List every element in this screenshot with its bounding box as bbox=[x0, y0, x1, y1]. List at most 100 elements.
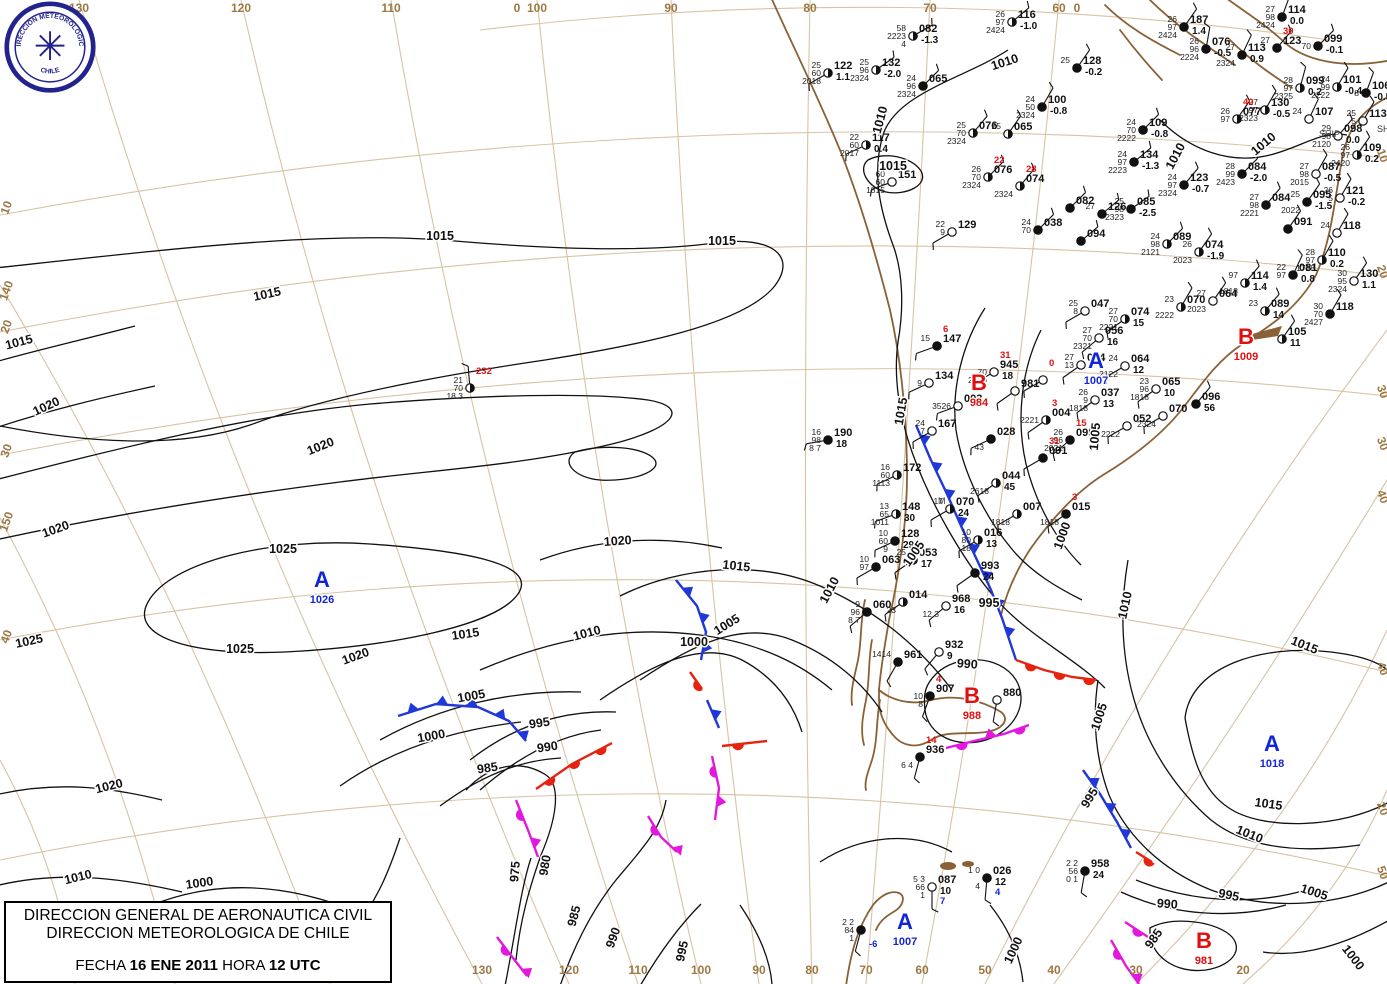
center-letter: B bbox=[971, 370, 987, 395]
warm-front bbox=[721, 739, 768, 751]
station-value: 30 bbox=[1314, 301, 1324, 311]
station-value: 25 bbox=[957, 120, 967, 130]
cloud-cover-icon bbox=[1065, 203, 1075, 213]
station-value: 23 bbox=[887, 605, 897, 615]
station-value: 97 bbox=[1341, 150, 1351, 160]
station-value: 25 bbox=[1069, 298, 1079, 308]
wind-barb-tick-icon bbox=[1255, 259, 1260, 267]
station-value: 15 bbox=[1076, 418, 1087, 429]
station-plot: 074 2324 28 bbox=[994, 162, 1045, 199]
station-value: 16 bbox=[812, 427, 822, 437]
isobar-label: 1005 bbox=[1299, 881, 1330, 903]
station-value: 2424 bbox=[986, 25, 1005, 35]
isobar-label: 1015 bbox=[879, 159, 907, 173]
graticule-edge-label: 0 bbox=[1074, 1, 1081, 15]
station-value: 2424 bbox=[1158, 30, 1177, 40]
cloud-cover-icon bbox=[1033, 225, 1043, 235]
seal-inner-ring bbox=[14, 11, 86, 83]
station-value: -0.8 bbox=[1050, 106, 1068, 117]
station-value: 66 bbox=[916, 882, 926, 892]
wind-barb-tick-icon bbox=[886, 680, 892, 688]
graticule-edge-label: 30 bbox=[0, 442, 15, 460]
station-plot: 007 1818 bbox=[991, 501, 1041, 533]
station-value: 96 bbox=[1140, 384, 1150, 394]
high-pressure-center: A 1007 bbox=[1083, 347, 1110, 389]
station-value: 0 1 bbox=[1066, 874, 1078, 884]
center-letter: A bbox=[1088, 348, 1104, 373]
station-value: 10 bbox=[940, 886, 952, 897]
wind-barb-tick-icon bbox=[1221, 276, 1227, 284]
station-value: 2022 bbox=[1281, 205, 1300, 215]
graticule-edge-label: 60 bbox=[1052, 1, 1066, 15]
station-value: 96 bbox=[1054, 435, 1064, 445]
cloud-cover-icon bbox=[927, 882, 937, 892]
station-value: 0.2 bbox=[1308, 87, 1322, 98]
station-value: 064 bbox=[1131, 353, 1150, 365]
center-pressure-value: 1007 bbox=[893, 936, 917, 948]
station-value: 087 bbox=[938, 874, 956, 886]
station-value: 0.8 bbox=[1301, 274, 1315, 285]
isobar-label: 1015 bbox=[722, 558, 751, 575]
station-value: 8 bbox=[1354, 88, 1359, 98]
wind-barb-tick-icon bbox=[1271, 84, 1277, 92]
station-value: 97 bbox=[1168, 22, 1178, 32]
wind-barb-tick-icon bbox=[977, 495, 980, 503]
station-value: 070 bbox=[1187, 294, 1205, 306]
station-value: 2221 bbox=[1020, 415, 1039, 425]
cloud-cover-icon bbox=[986, 434, 996, 444]
station-value: 114 bbox=[1251, 270, 1270, 282]
station-value: 56 bbox=[1204, 403, 1216, 414]
half-cover-icon bbox=[1357, 150, 1362, 160]
station-value: 96 bbox=[851, 607, 861, 617]
cloud-cover-icon bbox=[1076, 236, 1086, 246]
cloud-cover-icon bbox=[1076, 360, 1086, 370]
station-value: 2023 bbox=[1187, 304, 1206, 314]
station-value: 2324 bbox=[947, 136, 966, 146]
wind-barb-tick-icon bbox=[1047, 526, 1050, 534]
seal-outer-ring bbox=[4, 1, 96, 93]
wind-barb-tick-icon bbox=[1203, 22, 1211, 28]
station-value: 0.4 bbox=[874, 144, 888, 155]
station-value: 12 3 bbox=[922, 609, 939, 619]
station-value: 28 bbox=[1026, 164, 1037, 175]
misc-label: SHIP bbox=[1319, 129, 1340, 139]
cloud-cover-icon bbox=[1208, 296, 1218, 306]
station-value: 24 bbox=[958, 508, 970, 519]
isobar-label: 1010 bbox=[870, 105, 891, 136]
station-value: -0.4 bbox=[1345, 86, 1363, 97]
station-value: 14 bbox=[1273, 310, 1285, 321]
station-value: 1011 bbox=[871, 517, 890, 527]
station-value: -0.5 bbox=[1324, 173, 1342, 184]
cloud-cover-icon bbox=[1333, 131, 1343, 141]
station-plots: 116-1.0269724241871.4269724241140.027982… bbox=[446, 0, 1387, 957]
cloud-cover-icon bbox=[941, 601, 951, 611]
station-value: 076 bbox=[1212, 36, 1230, 48]
isobar-label: 1005 bbox=[1088, 701, 1110, 732]
wind-barb-tick-icon bbox=[1287, 24, 1292, 32]
cloud-cover-icon bbox=[1325, 309, 1335, 319]
isobars bbox=[0, 49, 1387, 984]
station-value: 2720 bbox=[968, 375, 987, 385]
wind-barb-tick-icon bbox=[1095, 219, 1099, 227]
station-value: 9 bbox=[883, 544, 888, 554]
station-value: 70 bbox=[1127, 125, 1137, 135]
station-plot: 014 23 bbox=[884, 589, 928, 622]
cloud-cover-icon bbox=[1037, 102, 1047, 112]
station-value: 109 bbox=[1363, 142, 1381, 154]
station-value: 9 bbox=[855, 599, 860, 609]
cloud-cover-icon bbox=[1061, 509, 1071, 519]
station-value: 80 bbox=[962, 535, 972, 545]
station-value: 961 bbox=[904, 649, 922, 661]
wind-barb-tick-icon bbox=[1155, 107, 1160, 115]
